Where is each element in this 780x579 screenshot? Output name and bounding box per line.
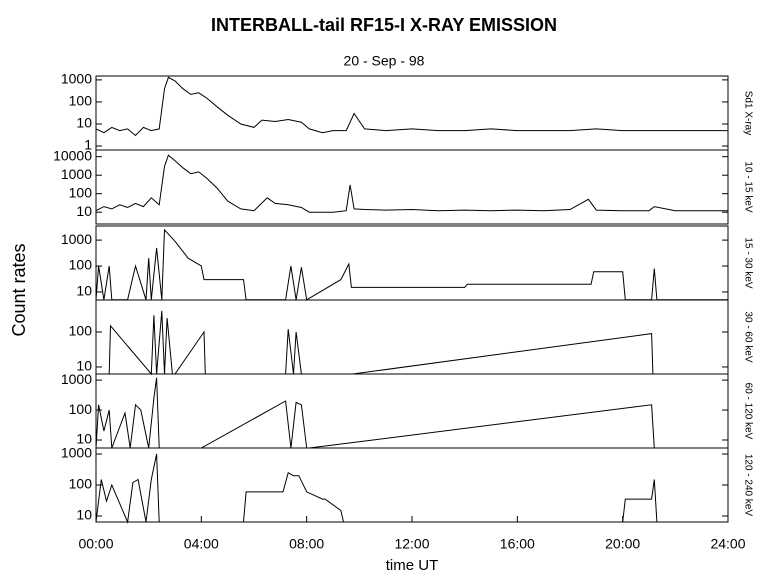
chart-title: INTERBALL-tail RF15-I X-RAY EMISSION bbox=[211, 15, 557, 35]
y-tick-label: 10 bbox=[76, 507, 92, 523]
y-tick-label: 10 bbox=[76, 115, 92, 131]
x-tick-label: 24:00 bbox=[710, 536, 745, 552]
panel-frame bbox=[95, 225, 729, 301]
data-line bbox=[95, 154, 728, 213]
panel-label: 30 - 60 keV bbox=[742, 311, 753, 362]
y-tick-label: 100 bbox=[69, 184, 93, 200]
data-line bbox=[96, 310, 728, 376]
y-tick-label: 100 bbox=[69, 323, 93, 339]
panel-frame bbox=[95, 149, 729, 225]
x-axis-label: time UT bbox=[386, 557, 439, 574]
y-tick-label: 100 bbox=[69, 257, 93, 273]
panel-frame bbox=[95, 447, 729, 523]
x-tick-label: 16:00 bbox=[500, 536, 535, 552]
x-tick-label: 20:00 bbox=[605, 536, 640, 552]
x-tick-label: 08:00 bbox=[289, 536, 324, 552]
chart-subtitle: 20 - Sep - 98 bbox=[344, 53, 425, 69]
data-line bbox=[95, 76, 728, 137]
y-tick-label: 1000 bbox=[61, 166, 92, 182]
panel-label: Sd1 X-ray bbox=[742, 91, 753, 135]
y-tick-label: 10000 bbox=[53, 147, 92, 163]
y-tick-label: 1000 bbox=[61, 71, 92, 87]
panel-label: 60 - 120 keV bbox=[742, 383, 753, 440]
y-tick-label: 1000 bbox=[61, 371, 92, 387]
y-tick-label: 100 bbox=[69, 476, 93, 492]
y-tick-label: 1 bbox=[84, 137, 92, 153]
y-tick-label: 100 bbox=[69, 401, 93, 417]
data-line bbox=[95, 453, 728, 524]
data-line bbox=[95, 377, 728, 449]
y-tick-label: 10 bbox=[76, 358, 92, 374]
y-tick-label: 10 bbox=[76, 431, 92, 447]
x-tick-label: 04:00 bbox=[184, 536, 219, 552]
panel-frame bbox=[95, 75, 729, 151]
panel-label: 120 - 240 keV bbox=[742, 454, 753, 517]
y-axis-label: Count rates bbox=[9, 243, 29, 336]
panel-label: 10 - 15 keV bbox=[742, 161, 753, 212]
y-tick-label: 10 bbox=[76, 283, 92, 299]
panel-frame bbox=[95, 299, 729, 375]
y-tick-label: 10 bbox=[76, 203, 92, 219]
data-line bbox=[95, 228, 728, 301]
x-tick-label: 12:00 bbox=[394, 536, 429, 552]
panel-frame bbox=[95, 373, 729, 449]
y-tick-label: 100 bbox=[69, 93, 93, 109]
y-tick-label: 1000 bbox=[61, 445, 92, 461]
panel-label: 15 - 30 keV bbox=[742, 237, 753, 288]
x-tick-label: 00:00 bbox=[78, 536, 113, 552]
y-tick-label: 1000 bbox=[61, 231, 92, 247]
